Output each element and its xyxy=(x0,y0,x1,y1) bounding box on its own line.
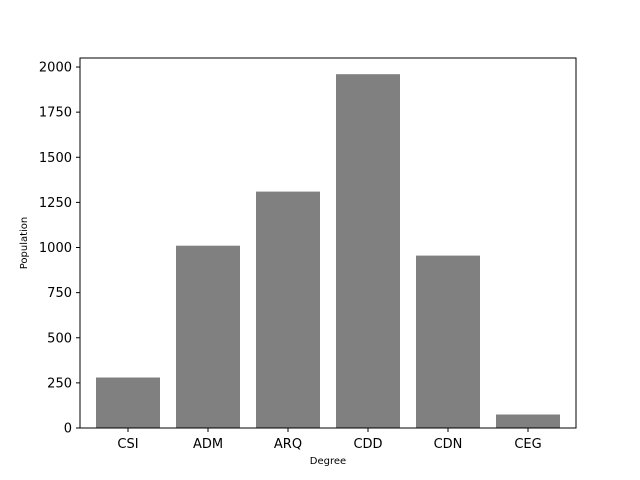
y-tick-label: 250 xyxy=(47,376,72,391)
x-tick-label: CDN xyxy=(434,437,463,452)
bar-cdd xyxy=(336,74,400,428)
bar-csi xyxy=(96,377,160,428)
y-tick-label: 1500 xyxy=(39,151,72,166)
y-axis-label: Population xyxy=(19,217,30,270)
y-axis-ticks: 0 250 500 750 1000 1250 1500 1750 2000 xyxy=(39,61,80,437)
y-tick-label: 1250 xyxy=(39,196,72,211)
y-tick-label: 500 xyxy=(47,331,72,346)
x-tick-label: ADM xyxy=(193,437,223,452)
x-tick-label: CDD xyxy=(353,437,382,452)
y-tick-label: 1000 xyxy=(39,241,72,256)
y-tick-label: 2000 xyxy=(39,61,72,76)
bar-adm xyxy=(176,245,240,428)
bar-arq xyxy=(256,191,320,428)
x-tick-label: ARQ xyxy=(274,437,302,452)
plot-frame xyxy=(79,57,577,429)
x-axis-label: Degree xyxy=(310,456,346,467)
y-tick-label: 1750 xyxy=(39,106,72,121)
y-tick-label: 750 xyxy=(47,286,72,301)
y-tick-label: 0 xyxy=(64,422,72,437)
x-tick-label: CSI xyxy=(117,437,138,452)
bar-ceg xyxy=(496,414,560,428)
bar-cdn xyxy=(416,255,480,428)
bars-group xyxy=(96,74,560,428)
x-axis-ticks: CSI ADM ARQ CDD CDN CEG xyxy=(117,428,542,452)
x-tick-label: CEG xyxy=(514,437,541,452)
